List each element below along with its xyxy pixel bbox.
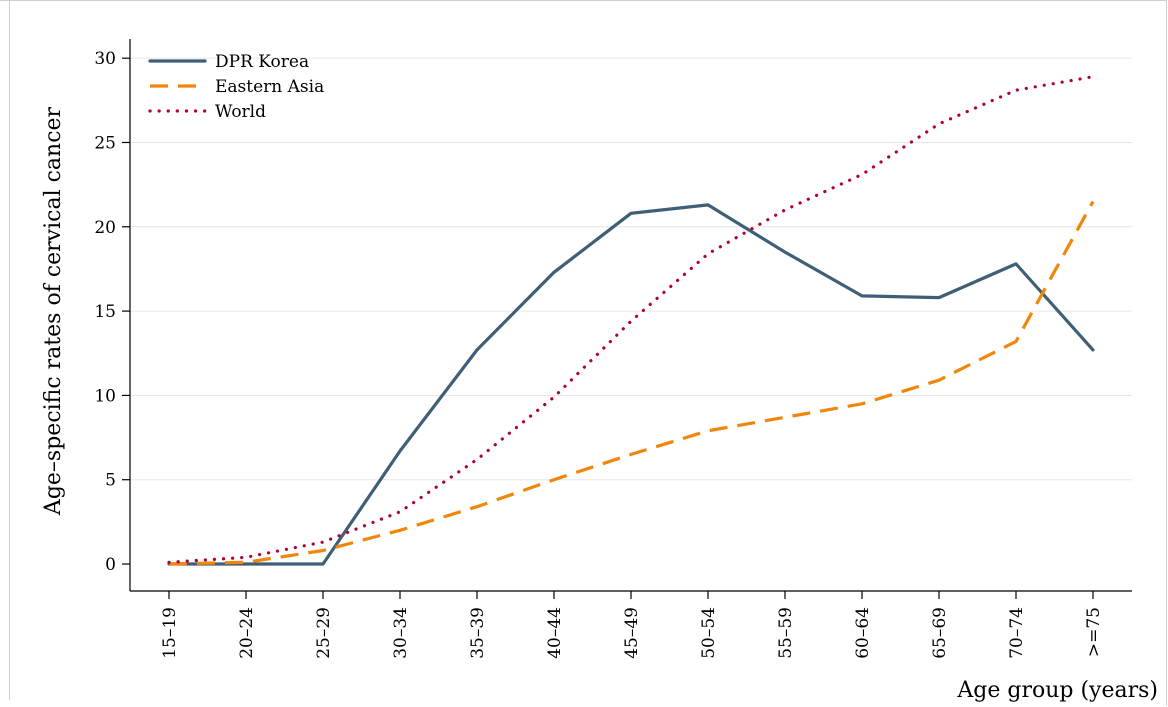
x-tick-label: 45–49 (622, 607, 642, 659)
legend: DPR Korea Eastern Asia World (148, 52, 324, 122)
chart-frame-left-border (0, 0, 10, 700)
legend-label: Eastern Asia (215, 77, 324, 97)
y-tick-label: 25 (94, 133, 116, 153)
x-tick-label: 15–19 (160, 607, 180, 659)
x-tick-label: 40–44 (545, 607, 565, 659)
y-axis-label: Age–specific rates of cervical cancer (41, 106, 66, 516)
x-tick-label: >=75 (1084, 607, 1104, 657)
legend-label: World (215, 102, 266, 122)
x-tick-label: 65–69 (930, 607, 950, 659)
x-tick-label: 25–29 (314, 607, 334, 659)
x-tick-label: 70–74 (1007, 607, 1027, 659)
x-tick-label: 20–24 (237, 607, 257, 659)
y-axis: 0 5 10 15 20 25 30 (94, 39, 131, 591)
x-axis: 15–19 20–24 25–29 30–34 35–39 40–44 45–49 50–54… (130, 590, 1132, 659)
y-tick-label: 30 (94, 49, 116, 69)
series-line-dpr-korea (167, 203, 1095, 566)
legend-label: DPR Korea (215, 52, 309, 72)
x-axis-label: Age group (years) (956, 678, 1158, 703)
y-tick-label: 20 (94, 218, 116, 238)
y-tick-label: 15 (94, 302, 116, 322)
series-line-world (167, 75, 1095, 564)
x-tick-label: 55–59 (776, 607, 796, 659)
y-tick-label: 10 (94, 386, 116, 406)
y-tick-label: 5 (105, 471, 116, 491)
gridlines (130, 57, 1132, 481)
series-lines (167, 75, 1095, 566)
x-tick-label: 50–54 (699, 607, 719, 659)
x-tick-label: 35–39 (468, 607, 488, 659)
x-tick-label: 60–64 (853, 607, 873, 659)
x-tick-label: 30–34 (391, 607, 411, 659)
y-tick-label: 0 (105, 555, 116, 575)
series-line-eastern-asia (168, 200, 1095, 566)
